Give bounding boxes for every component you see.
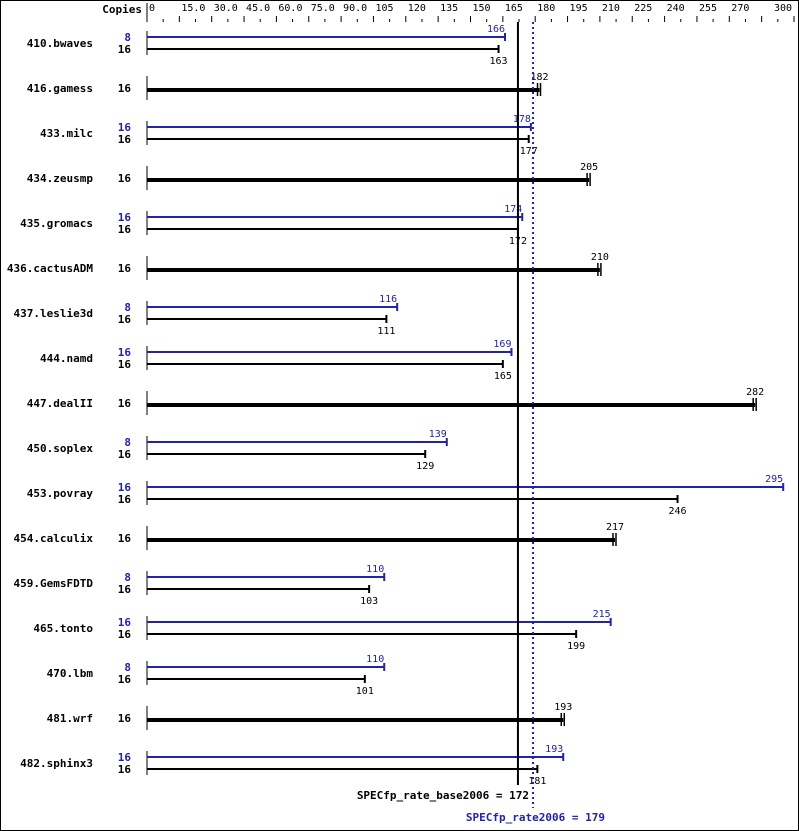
peak-value-label: 215 <box>593 609 611 620</box>
base-copies: 16 <box>118 43 132 56</box>
benchmark-name: 465.tonto <box>33 622 93 635</box>
benchmark-name: 410.bwaves <box>27 37 93 50</box>
base-value-label: 111 <box>377 326 395 337</box>
benchmark-name: 437.leslie3d <box>14 307 93 320</box>
base-copies: 16 <box>118 133 132 146</box>
base-copies: 16 <box>118 763 132 776</box>
base-metric-label: SPECfp_rate_base2006 = 172 <box>357 789 529 802</box>
tick-label: 0 <box>149 3 155 14</box>
tick-label: 135 <box>440 3 458 14</box>
base-copies: 16 <box>118 223 132 236</box>
benchmark-name: 481.wrf <box>47 712 93 725</box>
benchmark-name: 444.namd <box>40 352 93 365</box>
peak-copies: 16 <box>118 616 132 629</box>
benchmark-name: 435.gromacs <box>20 217 93 230</box>
base-copies: 16 <box>118 448 132 461</box>
tick-label: 210 <box>602 3 620 14</box>
base-value-label: 103 <box>360 596 378 607</box>
base-value-label: 129 <box>416 461 434 472</box>
base-value-label: 177 <box>520 146 538 157</box>
benchmark-name: 433.milc <box>40 127 93 140</box>
peak-value-label: 193 <box>545 744 563 755</box>
base-value-label: 101 <box>356 686 374 697</box>
peak-value-label: 139 <box>429 429 447 440</box>
base-copies: 16 <box>118 172 132 185</box>
base-value-label: 210 <box>591 252 609 263</box>
tick-label: 165 <box>505 3 523 14</box>
tick-label: 300 <box>774 3 792 14</box>
tick-label: 150 <box>473 3 491 14</box>
benchmark-name: 436.cactusADM <box>7 262 93 275</box>
base-copies: 16 <box>118 673 132 686</box>
peak-copies: 8 <box>124 436 131 449</box>
peak-value-label: 169 <box>493 339 511 350</box>
peak-value-label: 116 <box>379 294 397 305</box>
base-copies: 16 <box>118 262 132 275</box>
tick-label: 45.0 <box>246 3 270 14</box>
tick-label: 75.0 <box>311 3 335 14</box>
base-copies: 16 <box>118 397 132 410</box>
base-copies: 16 <box>118 628 132 641</box>
tick-label: 255 <box>699 3 717 14</box>
peak-copies: 8 <box>124 571 131 584</box>
tick-label: 270 <box>731 3 749 14</box>
axis-header: Copies <box>102 3 142 16</box>
peak-metric-label: SPECfp_rate2006 = 179 <box>466 811 605 824</box>
benchmark-name: 450.soplex <box>27 442 94 455</box>
peak-value-label: 295 <box>765 474 783 485</box>
base-copies: 16 <box>118 532 132 545</box>
tick-label: 15.0 <box>181 3 205 14</box>
base-value-label: 282 <box>746 387 764 398</box>
peak-value-label: 166 <box>487 24 505 35</box>
base-value-label: 246 <box>669 506 687 517</box>
peak-copies: 8 <box>124 301 131 314</box>
base-value-label: 181 <box>528 776 546 787</box>
base-value-label: 182 <box>530 72 548 83</box>
peak-value-label: 174 <box>504 204 522 215</box>
tick-label: 120 <box>408 3 426 14</box>
benchmark-name: 459.GemsFDTD <box>14 577 94 590</box>
benchmark-name: 453.povray <box>27 487 94 500</box>
base-value-label: 165 <box>494 371 512 382</box>
peak-copies: 8 <box>124 31 131 44</box>
base-value-label: 199 <box>567 641 585 652</box>
benchmark-name: 454.calculix <box>14 532 94 545</box>
peak-copies: 16 <box>118 121 132 134</box>
peak-copies: 16 <box>118 346 132 359</box>
base-copies: 16 <box>118 313 132 326</box>
peak-value-label: 110 <box>366 654 384 665</box>
base-copies: 16 <box>118 358 132 371</box>
base-copies: 16 <box>118 493 132 506</box>
base-value-label: 217 <box>606 522 624 533</box>
peak-value-label: 178 <box>513 114 531 125</box>
benchmark-name: 482.sphinx3 <box>20 757 93 770</box>
base-value-label: 193 <box>554 702 572 713</box>
tick-label: 90.0 <box>343 3 367 14</box>
peak-copies: 16 <box>118 211 132 224</box>
tick-label: 180 <box>537 3 555 14</box>
tick-label: 240 <box>667 3 685 14</box>
peak-copies: 16 <box>118 751 132 764</box>
peak-copies: 16 <box>118 481 132 494</box>
tick-label: 60.0 <box>278 3 302 14</box>
benchmark-name: 434.zeusmp <box>27 172 94 185</box>
base-copies: 16 <box>118 583 132 596</box>
benchmark-name: 447.dealII <box>27 397 93 410</box>
tick-label: 195 <box>570 3 588 14</box>
peak-value-label: 110 <box>366 564 384 575</box>
tick-label: 30.0 <box>214 3 238 14</box>
base-value-label: 205 <box>580 162 598 173</box>
tick-label: 105 <box>375 3 393 14</box>
base-value-label: 163 <box>490 56 508 67</box>
benchmark-name: 470.lbm <box>47 667 94 680</box>
base-copies: 16 <box>118 712 132 725</box>
benchmark-name: 416.gamess <box>27 82 93 95</box>
peak-copies: 8 <box>124 661 131 674</box>
tick-label: 225 <box>634 3 652 14</box>
base-copies: 16 <box>118 82 132 95</box>
